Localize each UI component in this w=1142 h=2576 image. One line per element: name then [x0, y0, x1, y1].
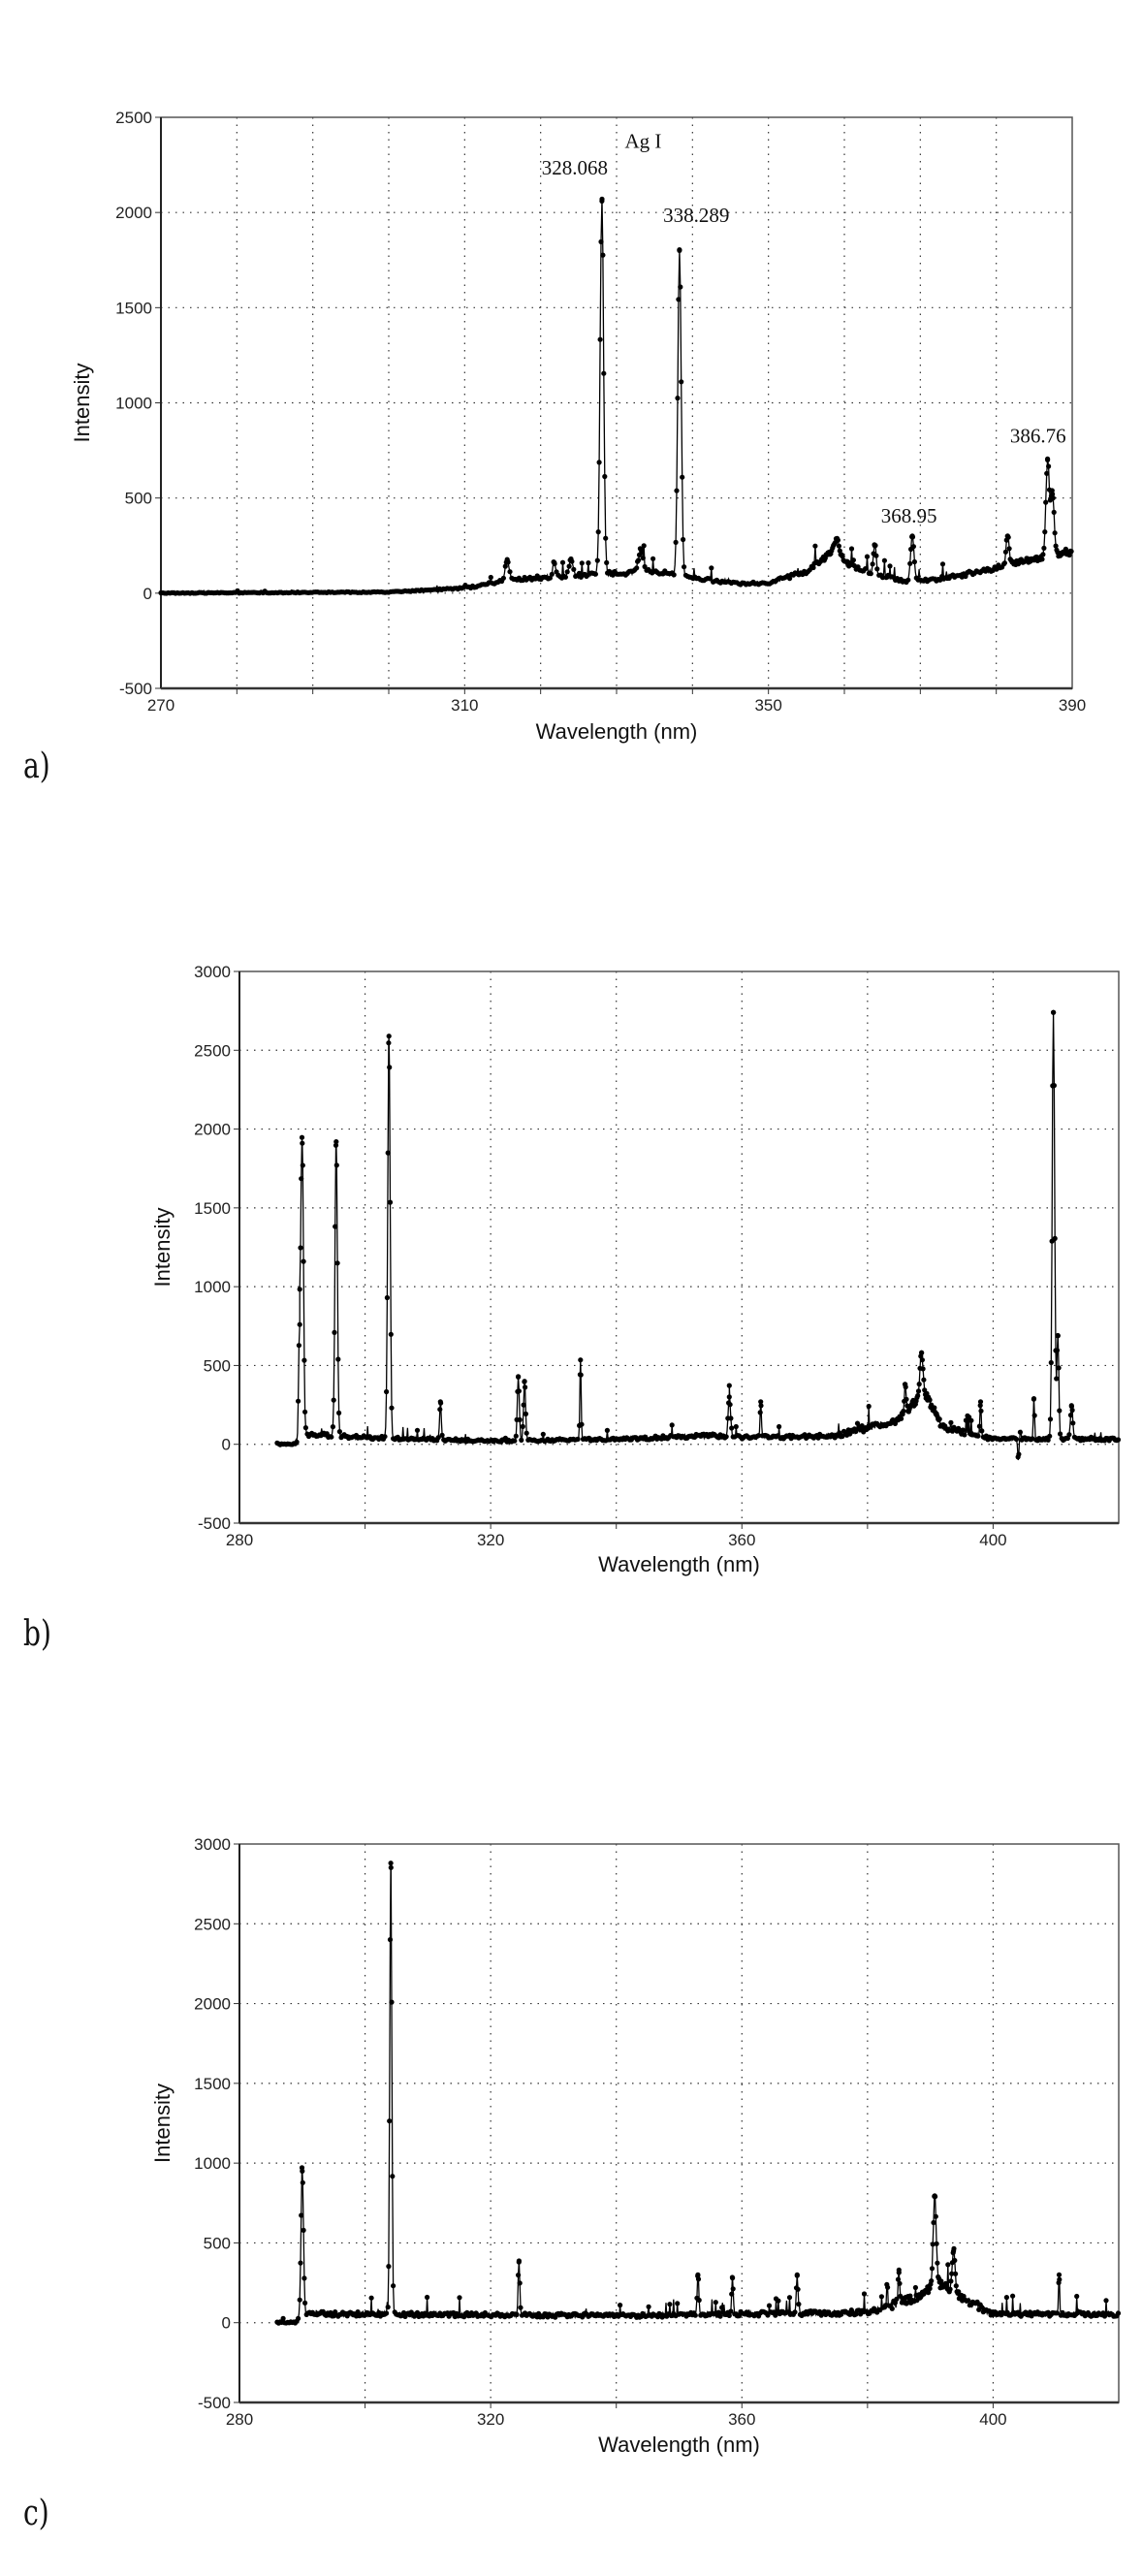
grid — [234, 1843, 1119, 2408]
y-axis-title: Intensity — [70, 364, 94, 443]
y-tick-label: 2500 — [115, 109, 152, 127]
x-tick-label: 360 — [728, 2410, 755, 2429]
x-tick-label: 360 — [728, 1531, 755, 1549]
y-tick-label: 2000 — [194, 1121, 231, 1139]
spectrum-series — [274, 1860, 1122, 2326]
x-tick-label: 400 — [979, 2410, 1006, 2429]
panel-b: -500 0 500 1000 1500 2000 2500 3000 280 320 360 400… — [23, 963, 1122, 1654]
y-tick-label: 2500 — [194, 1041, 231, 1060]
x-tick-label: 400 — [979, 1531, 1006, 1549]
spectrum-series — [158, 196, 1074, 596]
y-axis-title: Intensity — [150, 2083, 174, 2163]
y-tick-label: 2500 — [194, 1915, 231, 1933]
x-tick-label: 390 — [1059, 696, 1086, 715]
y-tick-label: -500 — [198, 1514, 231, 1533]
y-axis-title: Intensity — [150, 1208, 174, 1288]
x-tick-label: 280 — [226, 2410, 253, 2429]
peak-annotation: 328.068 — [542, 156, 608, 179]
x-axis-title: Wavelength (nm) — [598, 2433, 760, 2457]
plot-frame — [238, 1843, 1120, 2403]
peak-annotation: Ag I — [624, 129, 661, 152]
x-axis-title: Wavelength (nm) — [536, 719, 698, 744]
peak-annotation: 386.76 — [1010, 425, 1066, 448]
y-tick-label: 500 — [204, 2234, 231, 2252]
x-tick-label: 310 — [451, 696, 478, 715]
y-tick-label: 0 — [222, 1436, 231, 1454]
spectrum-chart-b: -500 0 500 1000 1500 2000 2500 3000 280 320 360 400… — [150, 963, 1122, 1576]
y-tick-label: 1500 — [115, 299, 152, 317]
x-axis-title: Wavelength (nm) — [598, 1552, 760, 1576]
panel-label-a: a) — [23, 747, 50, 786]
panel-a: -500 0 500 1000 1500 2000 2500 270 310 350 390 Wave… — [0, 0, 1142, 873]
y-tick-label: 2000 — [115, 204, 152, 222]
y-tick-label: 1500 — [194, 2075, 231, 2093]
x-tick-label: 280 — [226, 1531, 253, 1549]
y-tick-label: -500 — [119, 680, 152, 698]
x-tick-label: 270 — [147, 696, 174, 715]
y-tick-label: 1000 — [115, 395, 152, 413]
y-tick-label: 0 — [222, 2314, 231, 2333]
y-tick-label: 500 — [204, 1356, 231, 1375]
y-tick-label: 0 — [143, 585, 152, 603]
y-tick-label: 3000 — [194, 1835, 231, 1854]
panel-label-b: b) — [23, 1614, 51, 1654]
spectrum-chart-a: -500 0 500 1000 1500 2000 2500 270 310 350 390 Wave… — [70, 109, 1086, 744]
panel-label-c: c) — [23, 2494, 49, 2533]
y-tick-label: 1000 — [194, 2154, 231, 2173]
y-tick-label: 500 — [125, 490, 152, 508]
peak-annotation: 368.95 — [881, 504, 937, 527]
y-tick-label: 2000 — [194, 1995, 231, 2014]
y-tick-label: 1000 — [194, 1278, 231, 1296]
y-tick-label: 3000 — [194, 963, 231, 981]
x-tick-label: 350 — [754, 696, 781, 715]
x-tick-label: 320 — [477, 2410, 504, 2429]
y-tick-label: -500 — [198, 2394, 231, 2412]
spectrum-series — [274, 1009, 1122, 1461]
x-tick-label: 320 — [477, 1531, 504, 1549]
y-tick-label: 1500 — [194, 1199, 231, 1218]
peak-annotation: 338.289 — [663, 204, 729, 227]
